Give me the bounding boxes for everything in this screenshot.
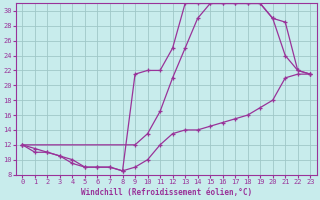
X-axis label: Windchill (Refroidissement éolien,°C): Windchill (Refroidissement éolien,°C) [81, 188, 252, 197]
